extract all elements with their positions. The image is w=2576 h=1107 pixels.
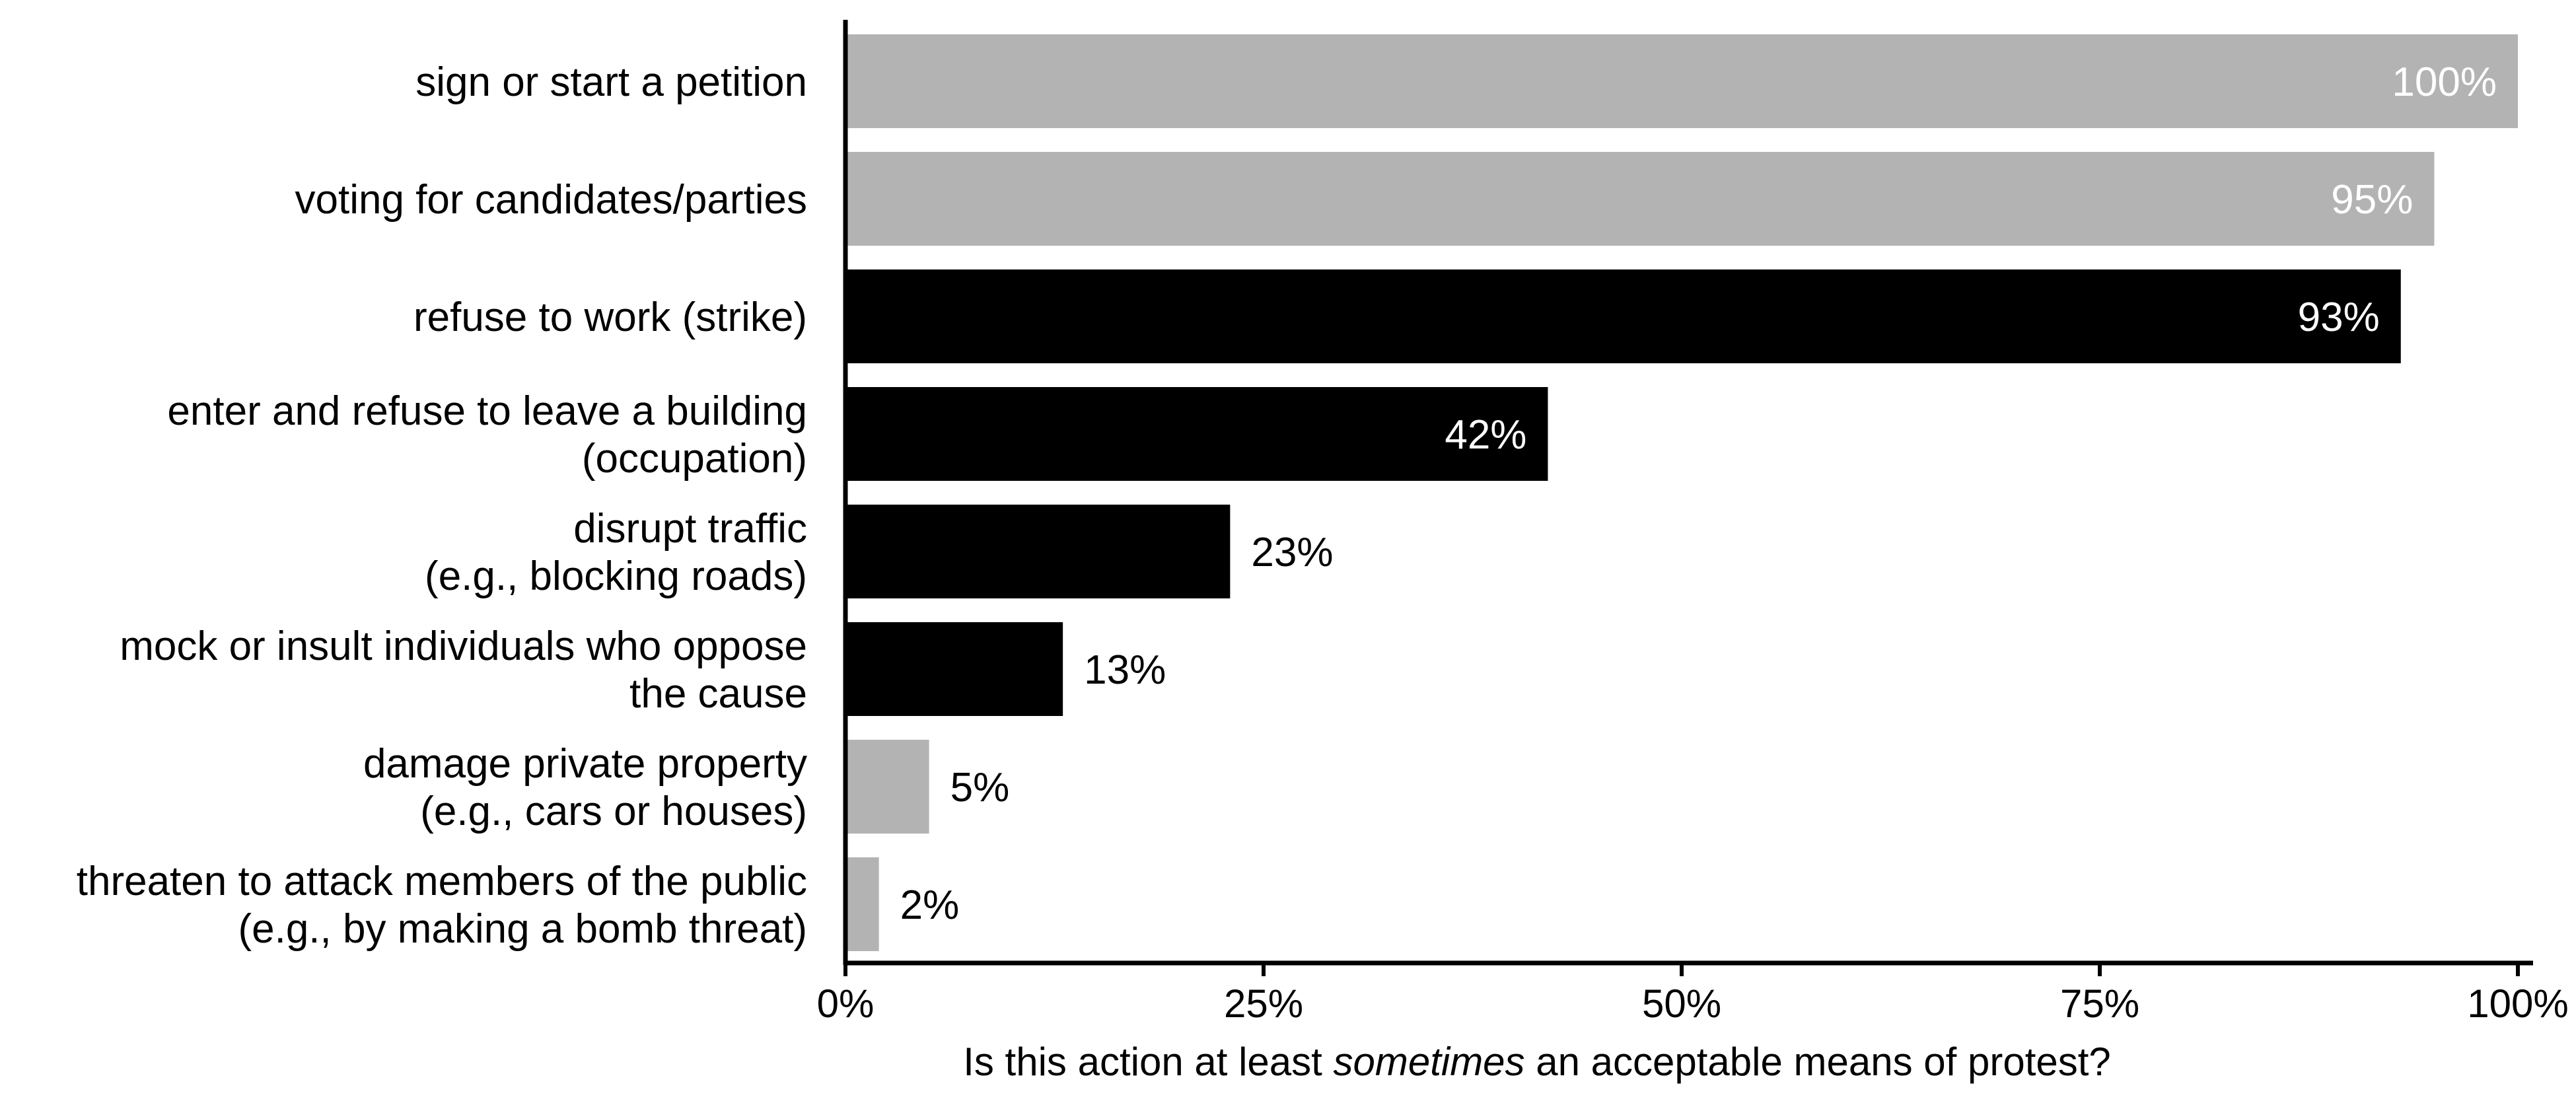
axis-layer: 0% 25% 50% 75% 100%: [817, 20, 2569, 1026]
category-label-line: damage private property: [363, 741, 807, 787]
value-label: 93%: [2298, 295, 2380, 340]
bar: [845, 269, 2401, 363]
value-label: 2%: [900, 882, 960, 928]
bar: [845, 740, 929, 834]
x-tick-label: 75%: [2060, 982, 2139, 1026]
x-axis-title-part-1: Is this action at least: [963, 1040, 1333, 1084]
value-label: 13%: [1084, 647, 1166, 693]
x-axis-title-emphasis: sometimes: [1333, 1040, 1524, 1084]
category-label: mock or insult individuals who oppose the…: [120, 624, 807, 717]
category-label-line: voting for candidates/parties: [295, 177, 807, 223]
bars-layer: [845, 34, 2518, 951]
category-label: damage private property (e.g., cars or ho…: [363, 741, 807, 834]
category-label-line: (e.g., cars or houses): [420, 789, 807, 834]
x-tick-label: 25%: [1224, 982, 1303, 1026]
category-label: refuse to work (strike): [413, 295, 807, 340]
category-label-line: threaten to attack members of the public: [77, 859, 807, 904]
bar: [845, 857, 879, 951]
category-label-line: (e.g., by making a bomb threat): [238, 906, 807, 952]
value-label: 42%: [1445, 412, 1526, 458]
category-label-line: mock or insult individuals who oppose: [120, 624, 807, 669]
category-label: enter and refuse to leave a building (occ…: [167, 388, 807, 482]
category-label-line: refuse to work (strike): [413, 295, 807, 340]
x-axis-title-part-2: an acceptable means of protest?: [1525, 1040, 2111, 1084]
x-axis-title: Is this action at least sometimes an acc…: [963, 1040, 2111, 1084]
bar: [845, 152, 2435, 246]
category-label-line: the cause: [629, 671, 807, 717]
bar: [845, 387, 1548, 481]
x-tick-label: 0%: [817, 982, 875, 1026]
category-label-line: enter and refuse to leave a building: [167, 388, 807, 434]
labels-layer: 100% sign or start a petition 95% voting fo…: [77, 59, 2497, 952]
category-label: voting for candidates/parties: [295, 177, 807, 223]
x-tick-label: 50%: [1642, 982, 1721, 1026]
bar: [845, 505, 1231, 598]
value-label: 95%: [2331, 177, 2413, 223]
category-label-line: sign or start a petition: [415, 59, 807, 105]
bar: [845, 34, 2518, 128]
value-label: 23%: [1251, 530, 1333, 575]
category-label: disrupt traffic (e.g., blocking roads): [425, 506, 807, 599]
category-label-line: (occupation): [582, 436, 807, 482]
category-label-line: disrupt traffic: [573, 506, 807, 552]
category-label: sign or start a petition: [415, 59, 807, 105]
x-tick-label: 100%: [2467, 982, 2568, 1026]
value-label: 5%: [950, 765, 1010, 810]
bar: [845, 622, 1063, 716]
category-label: threaten to attack members of the public…: [77, 859, 807, 952]
category-label-line: (e.g., blocking roads): [425, 554, 807, 599]
value-label: 100%: [2392, 59, 2497, 105]
